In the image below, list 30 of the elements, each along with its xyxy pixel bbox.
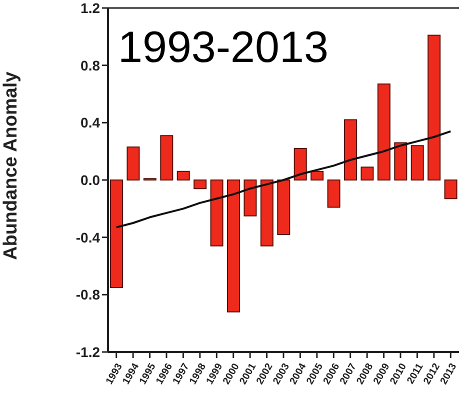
bar — [160, 135, 174, 180]
bar — [394, 142, 408, 180]
bar — [110, 180, 124, 288]
line-series — [115, 130, 452, 228]
bar — [410, 145, 424, 180]
bar — [194, 180, 207, 190]
y-tick-label: 1.2 — [80, 0, 100, 16]
bar — [244, 180, 257, 216]
bar — [260, 180, 274, 246]
y-tick-label: 0.4 — [80, 114, 100, 131]
bar — [227, 180, 240, 312]
bar — [310, 170, 324, 180]
y-tick-label: -0.8 — [76, 286, 100, 303]
y-tick-label: 0.0 — [80, 172, 100, 188]
bar — [444, 180, 458, 200]
bar — [126, 146, 140, 180]
bar — [360, 166, 374, 180]
bar — [344, 119, 358, 180]
bar — [176, 170, 190, 180]
bar — [428, 34, 441, 180]
y-tick-label: -1.2 — [76, 344, 100, 360]
bar — [210, 180, 224, 246]
bar — [277, 180, 290, 235]
bar — [327, 180, 340, 208]
y-tick-label: 0.8 — [80, 57, 100, 74]
bar — [377, 83, 390, 180]
chart-title: 1993-2013 — [118, 23, 328, 72]
bar — [294, 148, 307, 180]
y-axis-title: Abundance Anomaly — [0, 71, 22, 260]
y-tick-label: -0.4 — [76, 229, 100, 246]
